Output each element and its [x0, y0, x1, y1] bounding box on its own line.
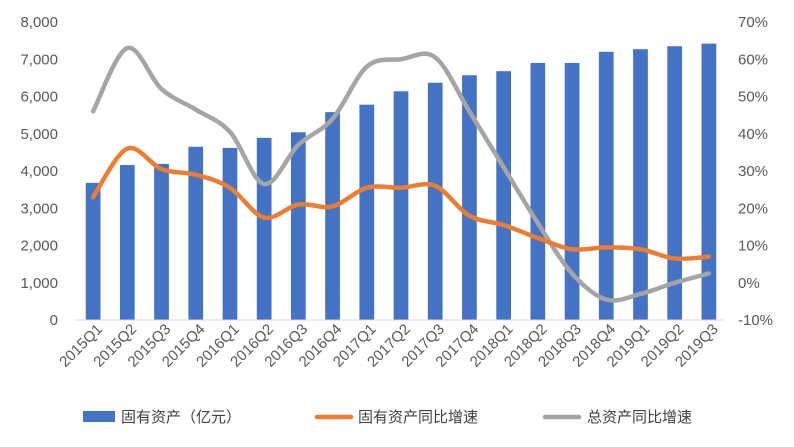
y-left-tick-label: 5,000 [20, 126, 58, 143]
bar-2018Q1 [496, 71, 511, 320]
y-left-axis: 0 1,000 2,000 3,000 4,000 5,000 6,000 7,000 8,00… [20, 14, 58, 329]
y-right-tick-label: 30% [738, 163, 768, 180]
bar-2018Q3 [564, 62, 580, 320]
bar-2018Q4 [598, 51, 614, 321]
y-left-tick-label: 4,000 [20, 163, 58, 180]
bar-2015Q3 [154, 163, 169, 320]
y-right-tick-label: 20% [738, 200, 768, 217]
y-right-tick-label: 50% [738, 89, 768, 106]
y-right-tick-label: 10% [738, 238, 768, 255]
legend-item-2: 固有资产同比增速 [314, 408, 478, 426]
y-left-tick-label: 3,000 [20, 200, 58, 217]
y-left-tick-label: 7,000 [20, 51, 58, 68]
total-assets-growth-line [90, 45, 712, 303]
legend-label: 固有资产（亿元） [121, 408, 241, 426]
line-series [90, 45, 712, 303]
bar-2015Q1 [85, 182, 101, 320]
legend-item-1: 固有资产（亿元） [83, 408, 241, 426]
bar-2016Q3 [291, 132, 306, 320]
bar-2015Q4 [188, 146, 204, 320]
bar-2019Q2 [667, 46, 683, 321]
y-right-tick-label: 70% [738, 14, 768, 31]
bar-2019Q3 [701, 43, 717, 321]
bar-2017Q3 [427, 82, 443, 320]
bar-2019Q1 [633, 49, 648, 320]
legend: 固有资产（亿元） 固有资产同比增速 总资产同比增速 [83, 408, 692, 426]
y-left-tick-label: 8,000 [20, 14, 58, 31]
x-axis: 2015Q12015Q22015Q32015Q42016Q12016Q22016… [56, 321, 722, 371]
y-right-tick-label: 0% [738, 275, 760, 292]
legend-label: 固有资产同比增速 [358, 408, 478, 426]
y-right-axis: -10% 0% 10% 20% 30% 40% 50% 60% 70% [738, 14, 773, 329]
y-right-tick-label: 60% [738, 51, 768, 68]
y-left-tick-label: 6,000 [20, 89, 58, 106]
bar-2016Q2 [256, 137, 272, 320]
y-left-tick-label: 0 [50, 312, 58, 329]
legend-swatch [83, 411, 115, 422]
bar-2018Q2 [530, 62, 546, 320]
bar-2017Q2 [393, 91, 409, 320]
bar-2017Q1 [359, 104, 375, 320]
bar-2016Q1 [222, 147, 238, 320]
bar-2015Q2 [119, 165, 135, 320]
bar-2016Q4 [325, 112, 340, 321]
y-right-tick-label: 40% [738, 126, 768, 143]
y-right-tick-label: -10% [738, 312, 773, 329]
bar-series [85, 43, 717, 321]
fixed-assets-growth-line [90, 145, 712, 262]
y-left-tick-label: 2,000 [20, 238, 58, 255]
bar-2017Q4 [462, 75, 477, 321]
y-left-tick-label: 1,000 [20, 275, 58, 292]
legend-item-3: 总资产同比增速 [542, 408, 692, 426]
legend-label: 总资产同比增速 [587, 408, 692, 426]
